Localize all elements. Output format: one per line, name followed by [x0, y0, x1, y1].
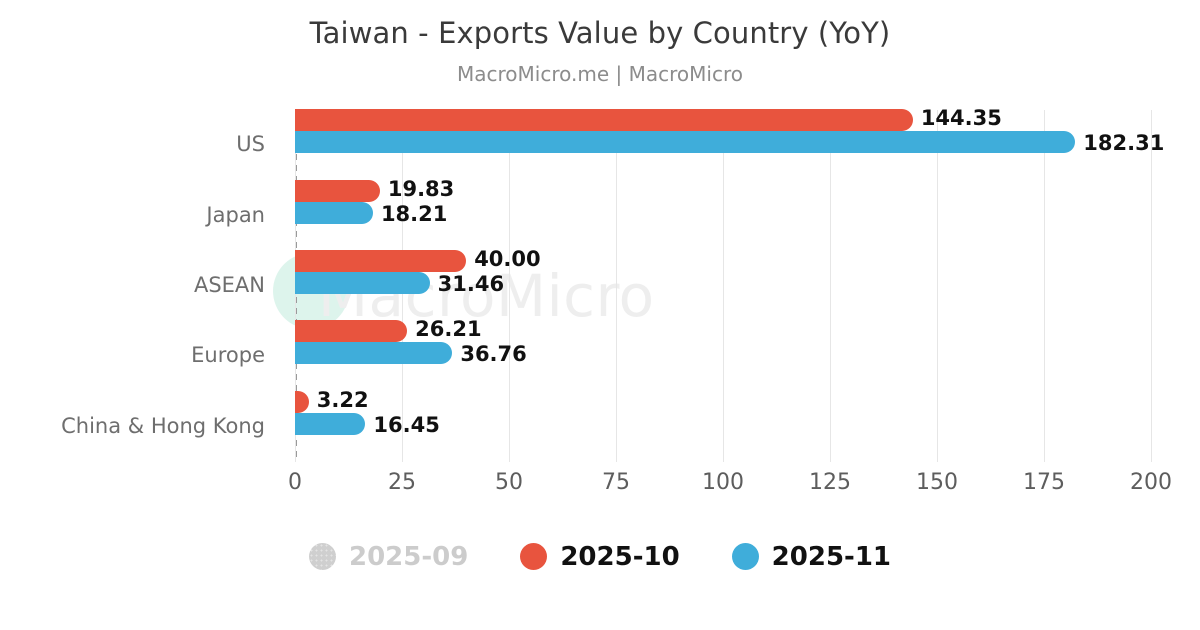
bar-value-label: 26.21	[415, 317, 482, 342]
chart-subtitle: MacroMicro.me | MacroMicro	[457, 62, 743, 86]
plot-area: 144.35 182.31 19.83 18.21 40.00 31.46 26.21 36.…	[295, 106, 1164, 462]
bar[interactable]	[295, 320, 408, 343]
x-tick-label: 125	[809, 470, 851, 495]
bar[interactable]	[295, 272, 430, 294]
gridline	[1044, 110, 1045, 462]
x-axis: 0 25 50 75 100 125 150 175 200	[288, 470, 1172, 510]
legend-item-2025-11[interactable]: 2025-11	[731, 541, 892, 572]
bar[interactable]	[295, 131, 1076, 154]
bar-value-label: 19.83	[387, 176, 455, 201]
legend-label: 2025-11	[771, 541, 892, 572]
x-tick-label: 0	[288, 470, 302, 495]
category-label: US	[236, 132, 265, 157]
bar[interactable]	[295, 342, 453, 365]
x-tick-label: 175	[1023, 470, 1065, 495]
bar[interactable]	[295, 250, 467, 272]
bar-value-label: 31.46	[437, 272, 505, 296]
legend-swatch-icon[interactable]	[520, 543, 548, 570]
category-label: Europe	[191, 343, 265, 368]
gridline	[1151, 110, 1152, 462]
bar-value-label: 3.22	[316, 387, 369, 412]
category-axis: US Japan ASEAN Europe China & Hong Kong	[0, 110, 265, 462]
category-label: Japan	[206, 202, 265, 227]
x-tick-label: 200	[1130, 470, 1172, 495]
legend-item-2025-09[interactable]: 2025-09	[308, 541, 469, 572]
x-tick-label: 150	[916, 470, 958, 495]
gridline	[616, 110, 617, 462]
bar-value-label: 40.00	[474, 247, 541, 271]
chart-title: Taiwan - Exports Value by Country (YoY)	[309, 16, 891, 50]
legend-label: 2025-10	[560, 541, 680, 572]
legend-label: 2025-09	[348, 541, 469, 572]
bar[interactable]	[295, 109, 913, 132]
gridline	[723, 110, 724, 462]
gridline	[937, 110, 938, 462]
gridline	[509, 110, 510, 462]
x-tick-label: 50	[495, 470, 523, 495]
x-tick-label: 100	[702, 470, 744, 495]
bar[interactable]	[295, 201, 373, 224]
bar-value-label: 36.76	[460, 342, 527, 367]
chart-legend[interactable]: 2025-09 2025-10 2025-11	[0, 543, 1200, 570]
legend-item-2025-10[interactable]: 2025-10	[520, 541, 680, 572]
x-tick-label: 25	[388, 470, 416, 495]
bar-value-label: 182.31	[1083, 131, 1165, 156]
bar-value-label: 18.21	[380, 201, 448, 226]
category-label: China & Hong Kong	[61, 413, 265, 438]
legend-swatch-icon[interactable]	[308, 543, 336, 570]
x-tick-label: 75	[602, 470, 630, 495]
bar[interactable]	[295, 412, 366, 435]
bar[interactable]	[295, 390, 309, 413]
gridline	[830, 110, 831, 462]
bar[interactable]	[295, 179, 380, 202]
bar-value-label: 16.45	[373, 412, 440, 437]
category-label: ASEAN	[193, 273, 265, 297]
legend-swatch-icon[interactable]	[731, 543, 759, 570]
bar-value-label: 144.35	[920, 106, 1002, 131]
